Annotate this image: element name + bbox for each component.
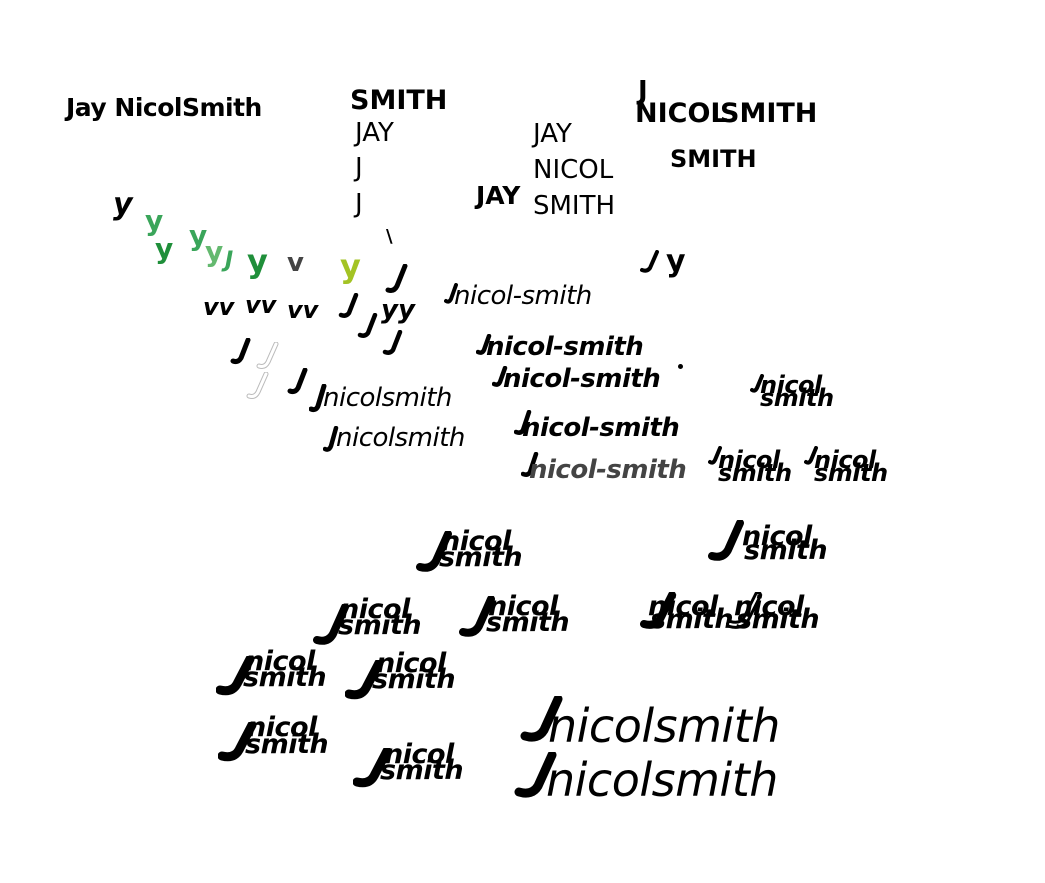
stack-b-jay: JAY bbox=[533, 119, 572, 149]
hook-mark-5 bbox=[382, 330, 403, 355]
j-logo-smith-5: smith bbox=[650, 604, 734, 635]
dot-mark bbox=[678, 364, 683, 369]
j-logo-nicol-3: nicol bbox=[340, 594, 410, 625]
v-glyph-gray: v bbox=[287, 248, 304, 278]
j-logo-mark-3 bbox=[313, 604, 349, 645]
stack-a-j2: J bbox=[355, 189, 363, 219]
j-logo-smith-1: smith bbox=[744, 535, 828, 566]
j-logo-smith-7: smith bbox=[243, 662, 327, 693]
j-logo-mark-8 bbox=[345, 660, 384, 700]
j-logo-smith-2: smith bbox=[439, 542, 523, 573]
j-logo-nicol-6: nicol bbox=[734, 591, 804, 622]
y-glyph-swash: y bbox=[666, 244, 686, 279]
stack-nicol-2: nicol bbox=[718, 446, 780, 474]
hook-mark-9 bbox=[323, 426, 339, 452]
wordmark-large-2: nicolsmith bbox=[546, 753, 778, 807]
hook-mark-15 bbox=[750, 374, 764, 393]
hook-mark-7 bbox=[287, 368, 308, 395]
wordmark-light-1: nicolsmith bbox=[323, 383, 452, 413]
yy-glyph: yy bbox=[381, 295, 415, 325]
stack-a-j1: J bbox=[355, 153, 363, 183]
j-logo-nicol-5: nicol bbox=[648, 591, 718, 622]
y-glyph-green-3: y bbox=[189, 219, 208, 252]
j-logo-smith-6: smith bbox=[736, 604, 820, 635]
name-wordmark: Jay NicolSmith bbox=[66, 93, 262, 122]
stack-nicol-1: nicol bbox=[760, 371, 822, 399]
hook-mark-6 bbox=[230, 338, 251, 365]
j-logo-mark-2 bbox=[416, 531, 452, 572]
stack-nicol-3: nicol bbox=[814, 446, 876, 474]
j-logo-mark-10 bbox=[353, 748, 392, 788]
y-glyph-lime: y bbox=[340, 247, 361, 285]
hook-mark-13 bbox=[514, 410, 532, 435]
stack-b-smith: SMITH bbox=[533, 191, 616, 221]
stack-c-smith: SMITH bbox=[670, 145, 757, 173]
hook-outline-2 bbox=[246, 372, 269, 399]
hook-mark-11 bbox=[476, 334, 492, 355]
j-logo-nicol-10: nicol bbox=[384, 739, 454, 770]
w-glyph-2: vv bbox=[245, 291, 277, 319]
wordmark-hyphen-bold-3: nicol-smith bbox=[522, 413, 680, 443]
j-logo-nicol-8: nicol bbox=[376, 648, 446, 679]
wordmark-light-2: nicolsmith bbox=[336, 423, 465, 453]
j-logo-smith-8: smith bbox=[372, 664, 456, 695]
stack-smith-1: smith bbox=[760, 384, 834, 412]
hook-mark-4 bbox=[357, 313, 378, 338]
j-glyph-green: J bbox=[225, 248, 234, 273]
y-glyph-green-2: y bbox=[155, 232, 174, 265]
j-logo-smith-4: smith bbox=[486, 607, 570, 638]
hook-mark-3 bbox=[338, 293, 359, 318]
j-large-mark-1 bbox=[520, 696, 563, 742]
hook-mark-17 bbox=[804, 446, 818, 465]
hook-mark-8 bbox=[309, 384, 327, 413]
j-logo-mark-1 bbox=[708, 520, 744, 561]
stack-smith-2: smith bbox=[718, 459, 792, 487]
stack-smith-3: smith bbox=[814, 459, 888, 487]
w-glyph-1: vv bbox=[203, 293, 235, 321]
w-glyph-3: vv bbox=[287, 296, 319, 324]
y-glyph-green-1: y bbox=[145, 204, 164, 237]
hook-outline-1 bbox=[256, 342, 279, 369]
stack-c-smith-overlap: SMITH bbox=[720, 98, 818, 129]
j-logo-mark-6 bbox=[726, 592, 762, 629]
y-glyph-green-4: y bbox=[205, 235, 224, 268]
hook-mark-16 bbox=[708, 446, 722, 465]
hook-mark-2 bbox=[640, 250, 659, 273]
wordmark-hyphen-bold-1: nicol-smith bbox=[486, 332, 644, 362]
y-glyph-black: y bbox=[113, 187, 133, 222]
j-logo-smith-10: smith bbox=[380, 755, 464, 786]
j-logo-smith-9: smith bbox=[245, 729, 329, 760]
stack-a-smith: SMITH bbox=[350, 85, 448, 116]
j-logo-mark-5 bbox=[640, 592, 676, 629]
hook-mark-14 bbox=[521, 452, 539, 477]
wordmark-large-1: nicolsmith bbox=[548, 699, 780, 753]
wordmark-hyphen-gray: nicol-smith bbox=[529, 455, 687, 485]
stack-b-jay-side: JAY bbox=[476, 181, 521, 210]
hook-mark-1 bbox=[385, 264, 408, 293]
stack-a-jay: JAY bbox=[355, 118, 394, 148]
stack-b-nicol: NICOL bbox=[533, 155, 614, 185]
stack-c-nicol: NICOL bbox=[635, 98, 728, 129]
j-large-mark-2 bbox=[514, 752, 557, 798]
j-logo-mark-4 bbox=[459, 596, 495, 637]
j-logo-smith-3: smith bbox=[338, 610, 422, 641]
j-logo-nicol-1: nicol bbox=[742, 521, 812, 552]
wordmark-hyphen-light: nicol-smith bbox=[454, 281, 592, 311]
j-logo-nicol-4: nicol bbox=[488, 591, 558, 622]
wordmark-hyphen-bold-2: nicol-smith bbox=[503, 364, 661, 394]
j-logo-mark-7 bbox=[216, 656, 255, 696]
stack-c-j: J bbox=[638, 76, 648, 106]
y-glyph-green-5: y bbox=[247, 242, 268, 280]
j-logo-nicol-7: nicol bbox=[245, 646, 315, 677]
j-logo-mark-9 bbox=[218, 722, 257, 762]
j-logo-nicol-9: nicol bbox=[247, 712, 317, 743]
hook-mark-10 bbox=[444, 283, 458, 304]
hook-mark-12 bbox=[492, 366, 508, 387]
j-logo-nicol-2: nicol bbox=[441, 526, 511, 557]
stack-a-tick: \ bbox=[386, 226, 393, 247]
